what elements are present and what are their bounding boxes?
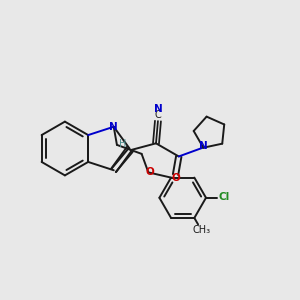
Text: N: N	[154, 103, 162, 113]
Text: C: C	[154, 110, 161, 120]
Text: N: N	[110, 122, 118, 132]
Text: O: O	[146, 167, 154, 177]
Text: O: O	[171, 172, 180, 183]
Text: Cl: Cl	[218, 192, 230, 202]
Text: H: H	[119, 139, 127, 149]
Text: CH₃: CH₃	[192, 225, 210, 235]
Text: N: N	[199, 141, 208, 151]
